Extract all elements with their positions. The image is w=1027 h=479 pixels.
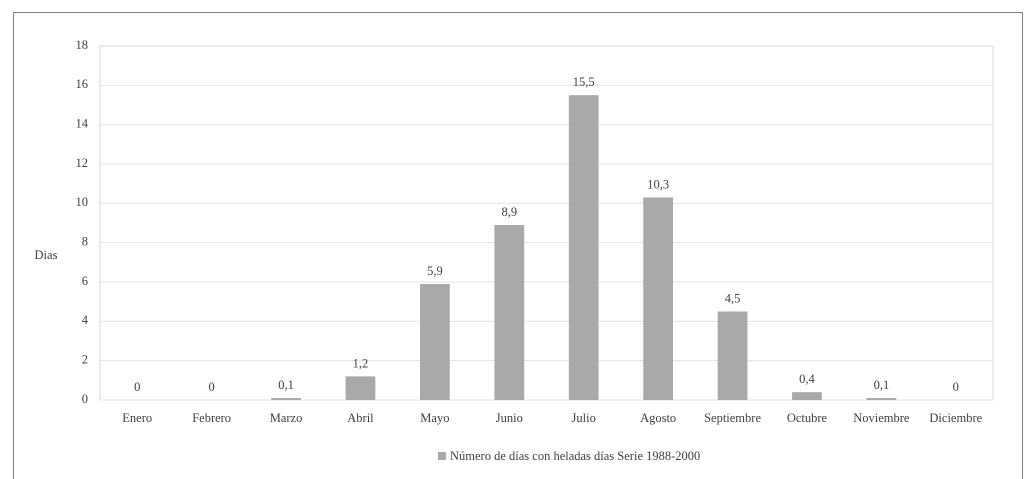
bar xyxy=(568,95,599,401)
bar xyxy=(866,398,897,400)
x-tick-label: Diciembre xyxy=(929,411,982,425)
bar xyxy=(271,398,301,400)
y-tick-label: 12 xyxy=(76,156,89,170)
x-tick-label: Abril xyxy=(347,411,374,425)
x-tick-label: Mayo xyxy=(420,411,449,425)
bar xyxy=(345,376,376,400)
data-label: 1,2 xyxy=(353,356,369,370)
bar xyxy=(643,197,674,400)
data-label: 5,9 xyxy=(427,264,443,278)
y-tick-label: 0 xyxy=(82,392,88,406)
data-label: 4,5 xyxy=(725,291,741,305)
data-label: 8,9 xyxy=(501,205,517,219)
bar xyxy=(419,283,450,400)
x-tick-label: Marzo xyxy=(270,411,303,425)
legend-swatch xyxy=(438,452,446,460)
y-tick-label: 18 xyxy=(76,38,89,52)
y-tick-label: 14 xyxy=(76,117,89,131)
data-label: 10,3 xyxy=(647,177,669,191)
x-tick-label: Septiembre xyxy=(704,411,761,425)
data-label: 0 xyxy=(134,380,140,394)
data-label: 0 xyxy=(953,380,959,394)
y-tick-label: 8 xyxy=(82,235,88,249)
y-tick-label: 10 xyxy=(76,195,89,209)
y-tick-label: 2 xyxy=(82,353,88,367)
y-tick-label: 16 xyxy=(76,77,89,91)
y-tick-label: 4 xyxy=(82,313,89,327)
bar xyxy=(717,311,748,400)
data-label: 0 xyxy=(209,380,215,394)
legend-label: Número de días con heladas días Serie 19… xyxy=(450,449,700,463)
x-tick-label: Julio xyxy=(572,411,596,425)
data-label: 15,5 xyxy=(573,75,595,89)
data-label: 0,4 xyxy=(799,372,815,386)
x-tick-label: Junio xyxy=(496,411,523,425)
x-tick-label: Agosto xyxy=(640,411,676,425)
y-tick-label: 6 xyxy=(82,274,88,288)
chart-frame xyxy=(13,12,1023,479)
x-tick-label: Noviembre xyxy=(853,411,910,425)
data-label: 0,1 xyxy=(278,378,294,392)
x-tick-label: Febrero xyxy=(192,411,231,425)
bar xyxy=(494,224,525,400)
x-tick-label: Octubre xyxy=(787,411,828,425)
x-tick-label: Enero xyxy=(122,411,152,425)
y-axis-label: Dias xyxy=(35,248,58,262)
bar xyxy=(792,392,822,400)
data-label: 0,1 xyxy=(874,378,890,392)
